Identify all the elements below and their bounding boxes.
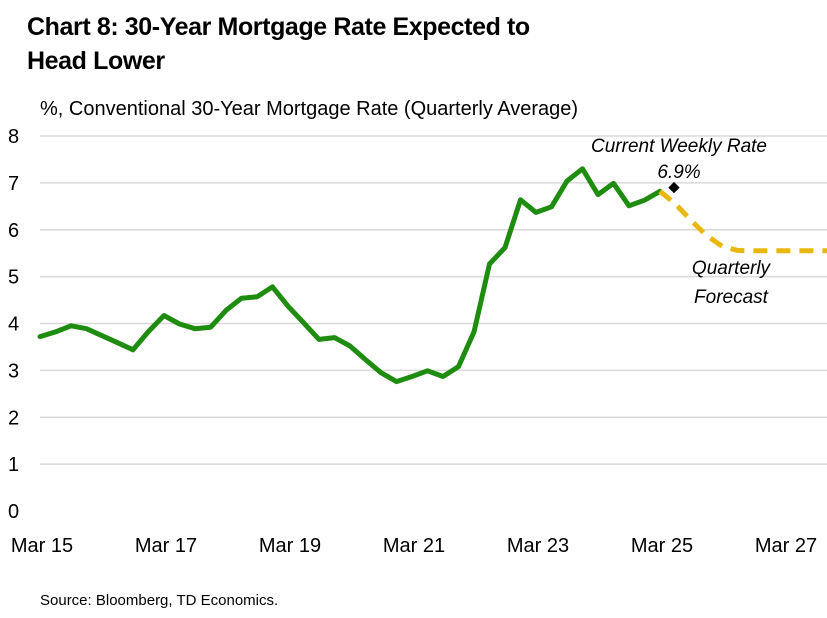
x-tick-labels: Mar 15 Mar 17 Mar 19 Mar 21 Mar 23 Mar 25 Mar … bbox=[11, 535, 817, 557]
y-tick-7: 7 bbox=[8, 173, 19, 195]
series-lines bbox=[37, 166, 827, 385]
x-tick-0: Mar 15 bbox=[11, 535, 73, 557]
current-rate-label: Current Weekly Rate bbox=[591, 136, 767, 157]
forecast-label-line-2: Forecast bbox=[694, 287, 769, 308]
y-tick-labels: 0 1 2 3 4 5 6 7 8 bbox=[8, 126, 19, 523]
current-rate-marker bbox=[668, 181, 680, 194]
forecast-label-line-1: Quarterly bbox=[692, 258, 772, 279]
y-tick-6: 6 bbox=[8, 220, 19, 242]
x-tick-6: Mar 27 bbox=[755, 535, 817, 557]
chart-title: Chart 8: 30-Year Mortgage Rate Expected … bbox=[27, 10, 530, 78]
x-tick-5: Mar 25 bbox=[631, 535, 693, 557]
source-note: Source: Bloomberg, TD Economics. bbox=[40, 592, 279, 609]
x-tick-2: Mar 19 bbox=[259, 535, 321, 557]
y-tick-5: 5 bbox=[8, 267, 19, 289]
y-tick-8: 8 bbox=[8, 126, 19, 148]
x-tick-1: Mar 17 bbox=[135, 535, 197, 557]
y-axis-label: %, Conventional 30-Year Mortgage Rate (Q… bbox=[40, 98, 579, 120]
y-tick-3: 3 bbox=[8, 360, 19, 382]
y-tick-2: 2 bbox=[8, 407, 19, 429]
y-tick-0: 0 bbox=[8, 501, 19, 523]
y-tick-4: 4 bbox=[8, 314, 19, 336]
actual-series-line bbox=[37, 166, 663, 385]
chart-title-line-1: Chart 8: 30-Year Mortgage Rate Expected … bbox=[27, 13, 530, 41]
x-tick-3: Mar 21 bbox=[383, 535, 445, 557]
current-rate-value: 6.9% bbox=[657, 162, 700, 183]
y-tick-1: 1 bbox=[8, 454, 19, 476]
x-tick-4: Mar 23 bbox=[507, 535, 569, 557]
chart-title-line-2: Head Lower bbox=[27, 47, 165, 75]
annotations: Current Weekly Rate 6.9% Quarterly Forecast bbox=[591, 136, 772, 308]
forecast-series-line bbox=[658, 189, 827, 254]
